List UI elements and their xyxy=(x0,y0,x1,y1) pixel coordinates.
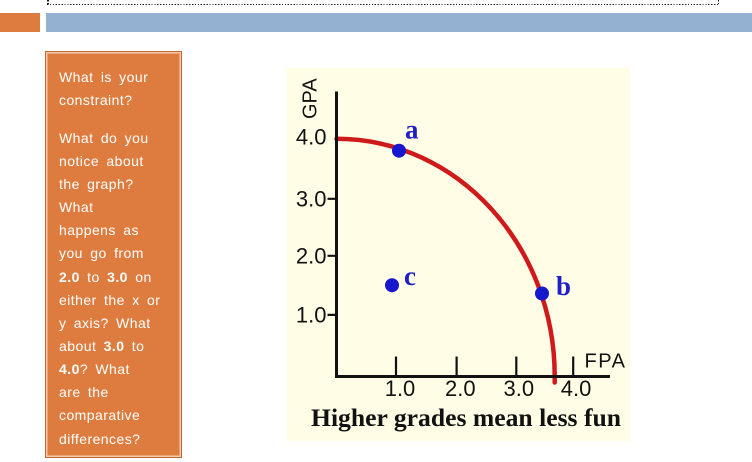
svg-text:a: a xyxy=(405,115,419,145)
svg-text:4.0: 4.0 xyxy=(296,125,327,150)
svg-text:3.0: 3.0 xyxy=(296,186,327,211)
svg-text:2.0: 2.0 xyxy=(445,376,476,401)
svg-text:1.0: 1.0 xyxy=(385,376,416,401)
svg-text:1.0: 1.0 xyxy=(296,303,327,328)
svg-text:GPA: GPA xyxy=(300,78,322,119)
svg-text:b: b xyxy=(556,271,571,301)
svg-text:3.0: 3.0 xyxy=(504,376,535,401)
svg-text:Higher grades mean less fun: Higher grades mean less fun xyxy=(311,405,621,432)
svg-text:4.0: 4.0 xyxy=(561,376,592,401)
svg-text:c: c xyxy=(404,261,416,291)
svg-text:2.0: 2.0 xyxy=(296,243,327,268)
svg-text:FPA: FPA xyxy=(585,351,627,373)
